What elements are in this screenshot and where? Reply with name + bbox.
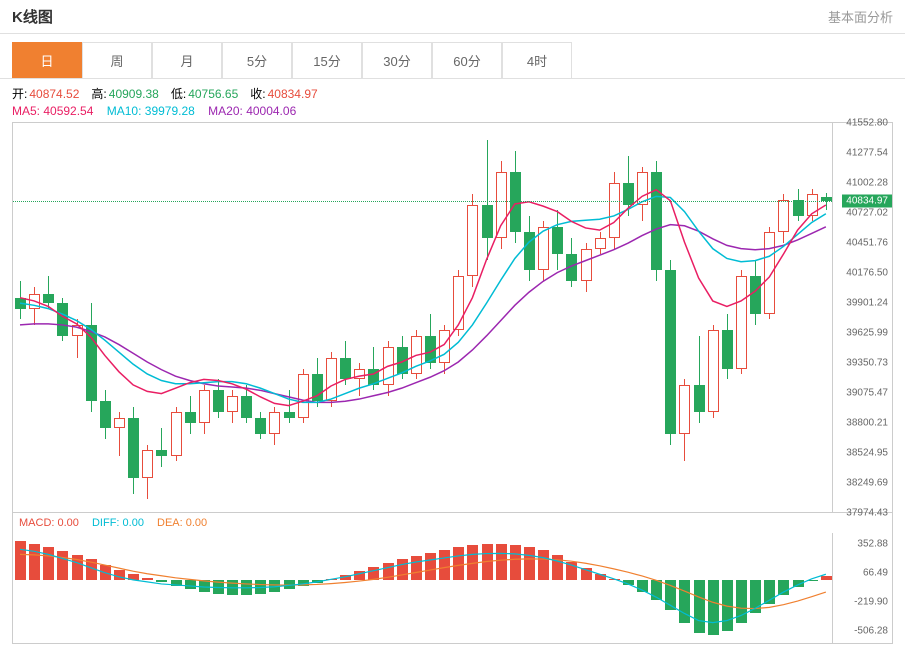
- macd-bar: [241, 580, 252, 595]
- macd-bar: [269, 580, 280, 592]
- macd-bar: [581, 568, 592, 580]
- macd-bar: [199, 580, 210, 592]
- macd-bar: [29, 544, 40, 580]
- macd-bar: [312, 580, 323, 583]
- macd-bar: [397, 559, 408, 579]
- macd-bar: [255, 580, 266, 594]
- open-value: 40874.52: [29, 87, 79, 101]
- macd-bar: [807, 580, 818, 581]
- macd-bar: [482, 544, 493, 580]
- macd-bar: [439, 550, 450, 580]
- macd-bar: [86, 559, 97, 579]
- macd-bar: [227, 580, 238, 595]
- ma-row: MA5: 40592.54 MA10: 39979.28 MA20: 40004…: [0, 104, 905, 122]
- macd-bar: [100, 565, 111, 580]
- close-value: 40834.97: [268, 87, 318, 101]
- macd-bar: [623, 580, 634, 585]
- tab-日[interactable]: 日: [12, 42, 82, 78]
- price-chart[interactable]: 41552.8041277.5441002.2840727.0240451.76…: [13, 123, 892, 513]
- macd-bar: [764, 580, 775, 604]
- macd-label: MACD: 0.00: [19, 517, 79, 529]
- dea-label: DEA: 0.00: [157, 517, 207, 529]
- macd-bar: [298, 580, 309, 586]
- macd-chart[interactable]: 352.8866.49-219.90-506.28: [13, 533, 892, 643]
- macd-bar: [609, 579, 620, 580]
- analysis-link[interactable]: 基本面分析: [828, 7, 893, 26]
- macd-bar: [411, 556, 422, 579]
- macd-bar: [15, 541, 26, 580]
- macd-label-row: MACD: 0.00 DIFF: 0.00 DEA: 0.00: [13, 513, 892, 533]
- header: K线图 基本面分析: [0, 0, 905, 34]
- ma20-label: MA20: 40004.06: [208, 104, 296, 118]
- macd-bar: [128, 574, 139, 580]
- tab-4时[interactable]: 4时: [502, 42, 572, 78]
- current-price-badge: 40834.97: [842, 195, 892, 208]
- macd-bar: [496, 544, 507, 580]
- macd-bar: [595, 574, 606, 580]
- macd-bar: [326, 579, 337, 580]
- macd-bar: [637, 580, 648, 592]
- high-label: 高:: [91, 87, 106, 101]
- macd-bar: [736, 580, 747, 623]
- ma10-label: MA10: 39979.28: [107, 104, 195, 118]
- macd-bar: [510, 545, 521, 580]
- macd-bar: [185, 580, 196, 589]
- tab-月[interactable]: 月: [152, 42, 222, 78]
- macd-bar: [284, 580, 295, 589]
- macd-bar: [171, 580, 182, 586]
- macd-bar: [340, 575, 351, 580]
- price-yaxis: 41552.8041277.5441002.2840727.0240451.76…: [832, 123, 892, 512]
- macd-bar: [651, 580, 662, 600]
- current-price-line: [13, 201, 832, 202]
- diff-label: DIFF: 0.00: [92, 517, 144, 529]
- low-label: 低:: [171, 87, 186, 101]
- tab-15分[interactable]: 15分: [292, 42, 362, 78]
- tab-周[interactable]: 周: [82, 42, 152, 78]
- macd-bar: [679, 580, 690, 623]
- macd-bar: [778, 580, 789, 595]
- high-value: 40909.38: [109, 87, 159, 101]
- macd-bar: [142, 578, 153, 580]
- macd-bar: [383, 563, 394, 580]
- macd-yaxis: 352.8866.49-219.90-506.28: [832, 533, 892, 643]
- macd-bar: [821, 576, 832, 580]
- macd-bar: [708, 580, 719, 635]
- ohlc-row: 开:40874.52 高:40909.38 低:40756.65 收:40834…: [0, 79, 905, 104]
- macd-bar: [453, 547, 464, 580]
- ma5-label: MA5: 40592.54: [12, 104, 93, 118]
- macd-bar: [538, 550, 549, 580]
- chart-container: 41552.8041277.5441002.2840727.0240451.76…: [12, 122, 893, 644]
- macd-bar: [665, 580, 676, 611]
- macd-bar: [57, 551, 68, 580]
- tab-60分[interactable]: 60分: [432, 42, 502, 78]
- macd-bar: [43, 547, 54, 580]
- macd-bar: [566, 562, 577, 580]
- macd-bar: [72, 555, 83, 579]
- open-label: 开:: [12, 87, 27, 101]
- macd-bar: [750, 580, 761, 614]
- macd-bar: [368, 567, 379, 580]
- timeframe-tabs: 日周月5分15分30分60分4时: [0, 42, 905, 79]
- macd-bar: [354, 571, 365, 580]
- macd-bar: [694, 580, 705, 633]
- low-value: 40756.65: [188, 87, 238, 101]
- macd-bar: [425, 553, 436, 579]
- page-title: K线图: [12, 6, 53, 27]
- macd-bar: [552, 555, 563, 579]
- macd-bar: [524, 547, 535, 580]
- macd-bar: [722, 580, 733, 631]
- close-label: 收:: [250, 87, 265, 101]
- macd-bar: [467, 545, 478, 580]
- macd-bar: [793, 580, 804, 587]
- macd-bar: [156, 580, 167, 582]
- tab-30分[interactable]: 30分: [362, 42, 432, 78]
- macd-bar: [114, 570, 125, 580]
- macd-bar: [213, 580, 224, 594]
- tab-5分[interactable]: 5分: [222, 42, 292, 78]
